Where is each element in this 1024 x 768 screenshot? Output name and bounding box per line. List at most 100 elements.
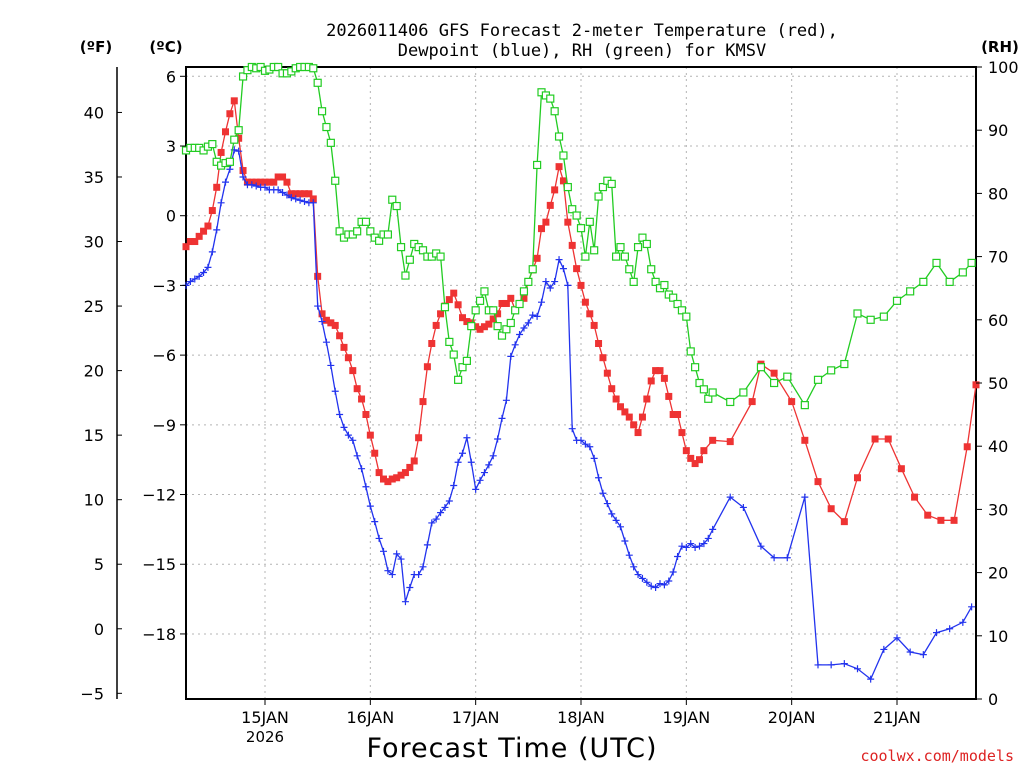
data-point-marker — [696, 542, 703, 550]
data-point-marker — [612, 252, 621, 261]
data-point-marker — [186, 238, 194, 246]
data-point-marker — [748, 398, 756, 406]
data-point-marker — [520, 294, 528, 302]
data-point-marker — [607, 179, 616, 189]
data-point-marker — [191, 238, 199, 246]
data-point-marker — [318, 310, 326, 318]
rh-axis-unit: (RH) — [981, 38, 1019, 56]
data-point-marker — [854, 665, 861, 673]
data-point-marker — [801, 436, 809, 444]
data-point-marker — [480, 469, 488, 477]
data-point-marker — [322, 316, 330, 324]
data-point-marker — [757, 542, 765, 550]
celsius-axis-unit: (ºC) — [149, 38, 182, 56]
x-tick-label: 20JAN — [768, 708, 816, 727]
data-point-marker — [463, 434, 471, 442]
data-point-marker — [235, 134, 243, 142]
data-point-marker — [524, 277, 533, 286]
data-point-marker — [638, 413, 646, 421]
data-point-marker — [480, 287, 489, 296]
data-point-marker — [756, 363, 766, 372]
rh-tick-label: 20 — [988, 564, 1008, 583]
data-point-marker — [472, 485, 480, 493]
rh-tick-label: 90 — [988, 121, 1008, 140]
data-point-marker — [317, 107, 327, 116]
data-point-marker — [358, 395, 366, 403]
data-point-marker — [441, 503, 449, 511]
data-point-marker — [336, 410, 344, 418]
data-point-marker — [217, 199, 225, 207]
data-point-marker — [520, 324, 528, 332]
data-point-marker — [388, 195, 397, 204]
data-point-marker — [397, 471, 405, 479]
data-point-marker — [472, 323, 480, 331]
data-point-marker — [879, 312, 888, 321]
rh-tick-label: 0 — [988, 690, 998, 709]
data-point-marker — [393, 474, 401, 482]
data-point-marker — [893, 634, 901, 642]
data-point-marker — [200, 227, 208, 235]
data-point-marker — [450, 289, 458, 297]
data-point-marker — [384, 478, 392, 486]
data-point-marker — [313, 78, 322, 87]
data-point-marker — [550, 107, 559, 116]
data-point-marker — [669, 410, 677, 418]
data-point-marker — [959, 618, 967, 626]
data-point-marker — [554, 132, 564, 141]
x-tick-label: 17JAN — [452, 708, 500, 727]
data-point-marker — [892, 296, 902, 305]
data-point-marker — [305, 190, 313, 198]
data-point-marker — [577, 281, 585, 289]
data-point-marker — [459, 314, 466, 322]
data-point-marker — [880, 645, 888, 653]
data-point-marker — [239, 173, 247, 181]
data-point-marker — [945, 277, 954, 286]
data-point-marker — [419, 563, 427, 571]
data-point-marker — [208, 140, 217, 149]
data-point-marker — [428, 519, 436, 527]
data-point-marker — [603, 500, 611, 508]
data-point-marker — [349, 436, 357, 444]
data-point-marker — [603, 369, 611, 377]
data-point-marker — [840, 660, 848, 668]
data-point-marker — [296, 196, 304, 204]
x-tick-label: 19JAN — [662, 708, 710, 727]
data-point-marker — [471, 306, 480, 315]
data-point-marker — [643, 578, 651, 586]
data-point-marker — [353, 452, 361, 460]
data-point-marker — [489, 315, 497, 323]
data-point-marker — [397, 555, 405, 563]
data-point-marker — [788, 398, 796, 406]
data-point-marker — [498, 414, 506, 422]
data-point-marker — [415, 571, 423, 579]
data-point-marker — [309, 199, 317, 207]
x-tick-label: 16JAN — [346, 708, 394, 727]
fahrenheit-tick-label: 0 — [94, 620, 104, 639]
x-tick-label: 18JAN — [557, 708, 605, 727]
x-tick-label: 21JAN — [873, 708, 921, 727]
fahrenheit-tick-label: 30 — [84, 233, 104, 252]
data-point-marker — [191, 275, 199, 283]
data-point-marker — [937, 516, 945, 524]
data-point-marker — [555, 163, 563, 171]
data-point-marker — [375, 469, 383, 477]
fahrenheit-tick-label: 20 — [84, 362, 104, 381]
data-point-marker — [335, 227, 344, 236]
data-point-marker — [678, 542, 686, 550]
data-point-marker — [476, 325, 484, 333]
series-dewpoint — [182, 146, 976, 683]
data-point-marker — [691, 460, 699, 468]
data-point-marker — [467, 322, 476, 331]
data-point-marker — [314, 302, 322, 310]
data-point-marker — [375, 236, 384, 245]
data-point-marker — [968, 603, 976, 611]
data-point-marker — [581, 440, 589, 448]
data-point-marker — [506, 318, 515, 328]
data-point-marker — [208, 207, 216, 215]
rh-tick-label: 80 — [988, 184, 1008, 203]
data-point-marker — [437, 509, 445, 517]
data-point-marker — [380, 547, 387, 555]
data-point-marker — [967, 258, 976, 268]
data-point-marker — [462, 356, 471, 365]
data-point-marker — [630, 421, 638, 429]
